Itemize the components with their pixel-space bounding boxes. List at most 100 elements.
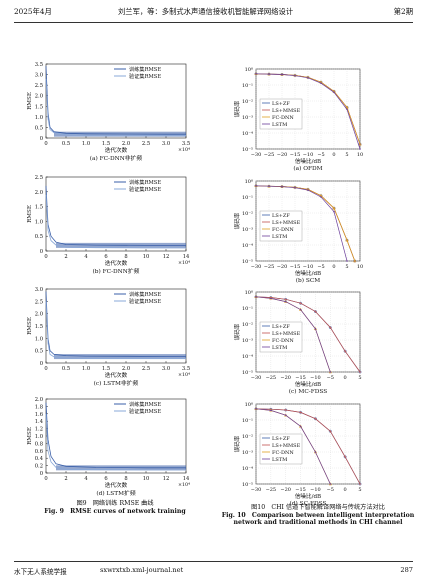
data-point (333, 210, 335, 213)
y-tick-label: 10⁻² (242, 211, 253, 217)
y-tick-label: 0.8 (35, 441, 43, 447)
x-tick-label: 0 (344, 375, 347, 381)
legend-label: 验证集RMSE (129, 72, 161, 80)
y-tick-label: 0 (40, 471, 43, 477)
y-tick-label: 3.0 (35, 287, 43, 293)
legend-label: FC-DNN (272, 450, 294, 456)
x-tick-label: 1.0 (82, 141, 90, 147)
data-point (255, 408, 257, 410)
data-point (255, 296, 257, 298)
x-tick-label: 0 (44, 366, 47, 372)
footer-url: sxwrxtxb.xml-journal.net (100, 566, 184, 574)
y-tick-label: 0.6 (35, 449, 43, 455)
fig9-panel-c: 0 0.5 1.0 1.5 2.0 2.5 3.0 0 0.5 1.0 1.5 2.0 2.5 3.0 3.… (27, 287, 190, 387)
y-tick-label: 1.5 (35, 104, 43, 110)
series-line (255, 408, 361, 485)
legend-label: LS+ZF (272, 213, 290, 219)
data-point (299, 301, 302, 305)
legend-label: 验证集RMSE (129, 407, 161, 415)
y-tick-label: 10⁻¹ (242, 83, 253, 89)
y-tick-label: 10⁻² (242, 434, 253, 440)
subfigure-label: (a) OFDM (293, 165, 322, 172)
subfigure-label: (d) SC-FDSS (290, 500, 327, 507)
y-tick-label: 10⁻⁵ (242, 147, 253, 153)
y-axis-label: 误码率 (233, 100, 241, 117)
x-axis-label: 迭代次数 (105, 259, 128, 267)
legend-label: LS+ZF (272, 324, 290, 330)
data-point (332, 206, 336, 210)
subfigure-label: (d) LSTM扩频 (96, 489, 135, 497)
plot-frame (45, 63, 187, 139)
x-tick-label: 1.0 (82, 366, 90, 372)
y-tick-label: 10⁻² (242, 99, 253, 105)
x-exponent: ×10⁴ (178, 482, 190, 488)
data-point (299, 411, 302, 414)
series-line (45, 66, 186, 135)
data-point (270, 409, 272, 412)
y-tick-label: 2.0 (35, 190, 43, 196)
x-tick-label: 4 (84, 254, 88, 260)
data-point (333, 91, 335, 94)
y-tick-label: 10⁻⁵ (242, 259, 253, 265)
legend-label: FC-DNN (272, 338, 294, 344)
y-axis-label: RMSE (27, 205, 33, 223)
y-tick-label: 10⁻³ (242, 450, 253, 456)
x-axis-label: 迭代次数 (105, 146, 128, 154)
data-point (307, 189, 309, 191)
x-tick-label: 0 (44, 141, 47, 147)
y-tick-label: 1.0 (35, 219, 43, 225)
y-tick-label: 3.5 (35, 62, 43, 68)
data-point (281, 185, 283, 188)
footer-page-number: 287 (400, 566, 413, 574)
x-tick-label: 3.5 (182, 141, 190, 147)
y-axis-label: RMSE (27, 92, 33, 110)
series-line (255, 408, 331, 485)
fig10-panel-c: 10⁰ 10⁻¹ 10⁻² 10⁻³ 10⁻⁴ 10⁻⁵−30 −25 −20 −15 −10 −5… (233, 290, 362, 395)
fig10-panel-d: 10⁰ 10⁻¹ 10⁻² 10⁻³ 10⁻⁴ 10⁻⁵−30 −25 −20 −15 −10 −5… (233, 402, 362, 507)
x-tick-label: 3.0 (162, 366, 170, 372)
x-exponent: ×10⁴ (178, 372, 190, 378)
x-tick-label: 4 (84, 476, 88, 482)
y-tick-label: 1.5 (35, 324, 43, 330)
data-point (358, 142, 362, 146)
data-point (314, 417, 317, 420)
y-tick-label: 10⁰ (245, 290, 253, 296)
x-tick-label: −15 (295, 487, 306, 493)
x-tick-label: 10 (143, 476, 150, 482)
x-tick-label: −25 (266, 375, 277, 381)
x-tick-label: −30 (251, 264, 262, 270)
series-line (45, 185, 186, 246)
x-axis-label: 信噪比/dB (295, 269, 321, 277)
x-tick-label: −30 (251, 375, 262, 381)
y-tick-label: 0.5 (35, 234, 43, 240)
legend-label: 训练集RMSE (129, 178, 161, 186)
x-tick-label: −25 (264, 264, 275, 270)
data-point (255, 185, 257, 187)
y-tick-label: 0.5 (35, 125, 43, 131)
x-tick-label: −25 (264, 152, 275, 158)
data-point (314, 451, 317, 453)
y-tick-label: 2.0 (35, 397, 43, 403)
running-header: 2025年4月 刘兰军，等：多制式水声通信接收机智能解译网络设计 第2期 (14, 7, 413, 21)
legend-label: LS+MMSE (272, 443, 301, 449)
x-tick-label: 0 (332, 152, 335, 158)
x-tick-label: 5 (358, 487, 361, 493)
y-tick-label: 2.0 (35, 312, 43, 318)
series-line (45, 402, 186, 469)
y-tick-label: 2.5 (35, 83, 43, 89)
legend-box (259, 210, 303, 242)
x-tick-label: 1.5 (102, 141, 110, 147)
data-point (255, 73, 257, 75)
data-point (329, 483, 332, 485)
x-tick-label: 0.5 (62, 366, 70, 372)
x-tick-label: −20 (280, 375, 291, 381)
y-axis-label: RMSE (27, 427, 33, 445)
legend-label: FC-DNN (272, 227, 294, 233)
x-tick-label: 6 (104, 254, 107, 260)
y-tick-label: 10⁻⁴ (242, 131, 253, 137)
series-line (45, 413, 186, 471)
fig10-caption-cn: 图10 CHI 信道下智能解译网络与传统方法对比 (251, 504, 385, 511)
legend-label: 训练集RMSE (129, 65, 161, 73)
data-point (329, 326, 332, 329)
